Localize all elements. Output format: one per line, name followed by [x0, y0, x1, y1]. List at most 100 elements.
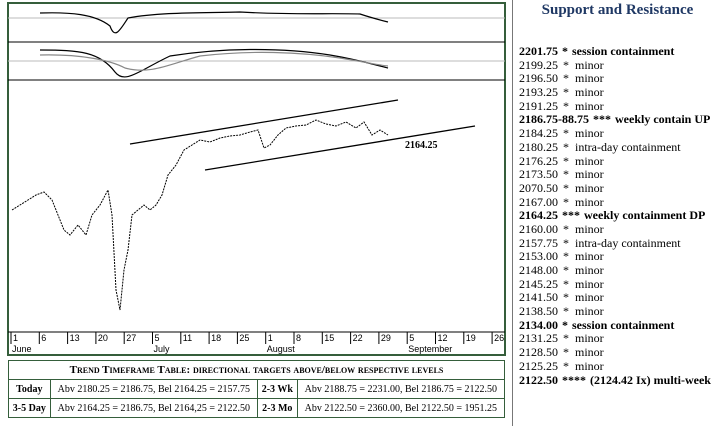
macd-signal	[39, 51, 389, 71]
table-header: Trend Timeframe Table: directional targe…	[8, 360, 505, 380]
level-note: minor	[575, 290, 604, 305]
x-tick-label: 1	[268, 333, 273, 343]
x-tick-label: 8	[296, 333, 301, 343]
annotation: 2164.25	[405, 140, 438, 151]
table-subtitle: : directional targets above/below respec…	[186, 364, 444, 376]
level-note: minor	[575, 263, 604, 277]
level-note: minor	[575, 85, 604, 100]
level-price: 2201.75	[519, 44, 558, 58]
level-price: 2157.75	[519, 235, 558, 250]
x-tick-label: 12	[438, 333, 448, 343]
macd-line	[39, 48, 389, 78]
x-tick-label: 19	[466, 333, 476, 343]
level-marker: *	[563, 235, 569, 250]
level-marker: *	[563, 194, 569, 209]
level-row: 2196.50 * minor	[519, 72, 711, 86]
level-row: 2199.25 * minor	[519, 57, 711, 73]
month-label: September	[408, 344, 452, 354]
level-price: 2196.50	[519, 71, 558, 86]
level-price: 2131.25	[519, 331, 558, 346]
level-note: minor	[575, 221, 604, 236]
level-price: 2176.25	[519, 153, 558, 168]
table-cell: Abv 2164.25 = 2186.75, Bel 2164,25 = 212…	[49, 398, 258, 418]
level-marker: *	[563, 126, 569, 141]
level-price: 2184.25	[519, 126, 558, 141]
upper-trendline	[129, 99, 399, 145]
level-price: 2138.50	[519, 304, 558, 319]
month-label: June	[12, 344, 32, 354]
level-note: minor	[575, 98, 604, 113]
level-row: 2157.75 * intra-day containment	[519, 235, 711, 251]
level-note: minor	[575, 153, 604, 168]
level-note: weekly contain UP	[615, 112, 711, 127]
level-row: 2184.25 * minor	[519, 126, 711, 141]
level-note: minor	[575, 167, 604, 182]
level-price: 2167.00	[519, 194, 558, 209]
x-tick-label: 29	[381, 333, 391, 343]
level-price: 2122.50	[519, 372, 558, 387]
level-note: weekly containment DP	[584, 208, 706, 223]
level-price: 2186.75-88.75	[519, 112, 589, 127]
level-row: 2148.00 * minor	[519, 263, 711, 278]
level-row: 2180.25 * intra-day containment	[519, 139, 711, 155]
x-tick-label: 27	[126, 333, 136, 343]
level-price: 2173.50	[519, 167, 558, 182]
month-label: July	[154, 344, 171, 354]
row-label: Today	[8, 379, 51, 399]
level-row: 2122.50 **** (2124.42 Ix) multi-week	[519, 372, 711, 388]
level-note: (2124.42 Ix) multi-week	[590, 372, 711, 387]
lower-trendline	[204, 125, 476, 171]
level-price: 2160.00	[519, 221, 558, 236]
level-marker: *	[563, 358, 569, 373]
level-row: 2128.50 * minor	[519, 345, 711, 360]
level-marker: *	[563, 290, 569, 305]
level-row: 2201.75 * session containment	[519, 44, 711, 59]
level-row: 2070.50 * minor	[519, 180, 711, 196]
level-row: 2134.00 * session containment	[519, 317, 711, 333]
level-row: 2145.25 * minor	[519, 276, 711, 292]
level-note: minor	[575, 345, 604, 360]
level-marker: *	[563, 153, 569, 168]
level-row: 2160.00 * minor	[519, 221, 711, 237]
level-row: 2173.50 * minor	[519, 167, 711, 182]
level-note: minor	[575, 358, 604, 373]
level-note: minor	[575, 331, 604, 346]
level-note: minor	[575, 180, 604, 195]
level-marker: *	[563, 139, 569, 154]
level-marker: *	[563, 57, 569, 72]
level-price: 2125.25	[519, 358, 558, 373]
x-tick-label: 13	[70, 333, 80, 343]
level-row: 2138.50 * minor	[519, 304, 711, 319]
level-marker: *	[563, 345, 569, 360]
level-marker: *	[563, 249, 569, 264]
level-note: intra-day containment	[575, 139, 681, 154]
level-price: 2134.00	[519, 317, 558, 332]
level-row: 2125.25 * minor	[519, 358, 711, 374]
price-bars	[11, 119, 389, 311]
level-note: session containment	[572, 44, 675, 58]
chart-frame	[7, 2, 506, 356]
level-marker: ***	[562, 208, 580, 223]
x-tick-label: 1	[13, 333, 18, 343]
level-note: minor	[575, 194, 604, 209]
level-row: 2164.25 *** weekly containment DP	[519, 208, 711, 223]
level-marker: *	[562, 44, 568, 58]
level-marker: *	[563, 304, 569, 319]
level-note: minor	[575, 304, 604, 319]
x-tick-label: 5	[155, 333, 160, 343]
x-tick-label: 6	[41, 333, 46, 343]
x-tick-label: 22	[353, 333, 363, 343]
x-tick-label: 20	[98, 333, 108, 343]
level-note: minor	[575, 126, 604, 141]
level-marker: *	[563, 85, 569, 100]
x-tick-label: 25	[239, 333, 249, 343]
level-note: minor	[575, 276, 604, 291]
level-note: session containment	[572, 317, 675, 332]
level-marker: *	[563, 180, 569, 195]
table-title: Trend Timeframe Table	[69, 364, 187, 376]
levels-list: 2201.75 * session containment 2199.25 * minor…	[519, 44, 711, 388]
table-cell: Abv 2122.50 = 2360.00, Bel 2122.50 = 195…	[296, 398, 506, 418]
level-marker: *	[563, 71, 569, 86]
level-price: 2199.25	[519, 57, 558, 72]
